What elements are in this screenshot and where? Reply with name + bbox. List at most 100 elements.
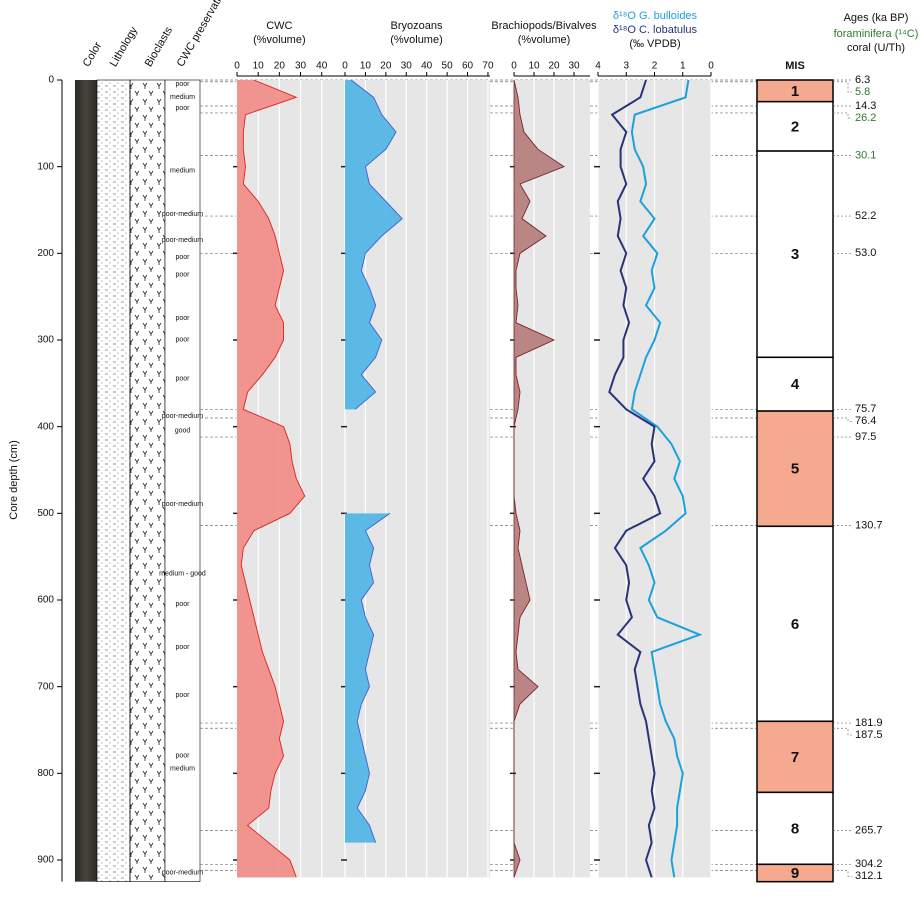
lithology-column (97, 80, 130, 882)
age-label: 187.5 (855, 729, 883, 741)
y-tick-label: 0 (48, 75, 54, 86)
age-label: 304.2 (855, 858, 883, 870)
preservation-label: poor (175, 254, 190, 261)
mis-label: 1 (791, 83, 799, 100)
legend-entry: δ¹⁸O G. bulloides (613, 10, 698, 22)
x-tick-label: 2 (652, 61, 658, 72)
x-tick-label: 40 (316, 61, 328, 72)
x-tick-label: 0 (511, 61, 517, 72)
preservation-label: medium (170, 168, 195, 175)
age-label: 6.3 (855, 74, 870, 86)
mis-label: 5 (791, 461, 799, 478)
age-label: 30.1 (855, 149, 876, 161)
x-tick-label: 50 (442, 61, 454, 72)
x-tick-label: 40 (421, 61, 433, 72)
y-tick-label: 200 (37, 248, 54, 259)
x-tick-label: 30 (401, 61, 413, 72)
panel-unit: (‰ VPDB) (629, 38, 680, 50)
y-tick-label: 700 (37, 681, 54, 692)
preservation-label: medium (170, 94, 195, 101)
x-tick-label: 1 (680, 61, 686, 72)
mis-label: 6 (791, 616, 799, 633)
preservation-label: poor (175, 692, 190, 699)
x-tick-label: 0 (342, 61, 348, 72)
chart: 0100200300400500600700800900Core depth (… (0, 0, 921, 900)
panel-title: CWC (266, 20, 292, 32)
age-label: 130.7 (855, 519, 883, 531)
preservation-label: good (175, 428, 191, 435)
age-leader (833, 870, 852, 876)
x-tick-label: 10 (253, 61, 265, 72)
y-tick-label: 100 (37, 161, 54, 172)
age-leader (833, 418, 852, 421)
x-tick-label: 30 (568, 61, 580, 72)
preservation-label: poor (175, 105, 190, 112)
mis-title: MIS (785, 60, 805, 72)
age-label: 312.1 (855, 870, 883, 882)
bioclasts-column (130, 80, 165, 882)
age-label: 5.8 (855, 86, 870, 98)
preservation-label: poor (175, 753, 190, 760)
y-tick-label: 900 (37, 855, 54, 866)
x-tick-label: 10 (528, 61, 540, 72)
mis-label: 9 (791, 865, 799, 882)
age-label: 265.7 (855, 824, 883, 836)
mis-label: 2 (791, 118, 799, 135)
preservation-label: poor (175, 81, 190, 88)
age-method: coral (U/Th) (847, 42, 905, 54)
y-axis-title: Core depth (cm) (8, 440, 20, 519)
preservation-column (165, 80, 200, 882)
y-tick-label: 400 (37, 421, 54, 432)
preservation-label: medium - good (159, 571, 206, 578)
x-tick-label: 0 (234, 61, 240, 72)
age-label: 14.3 (855, 100, 876, 112)
age-label: 53.0 (855, 247, 876, 259)
panel-unit: (%volume) (253, 34, 306, 46)
x-tick-label: 70 (482, 61, 494, 72)
age-label: 75.7 (855, 403, 876, 415)
x-tick-label: 0 (708, 61, 714, 72)
preservation-label: poor-medium (162, 211, 203, 218)
age-label: 181.9 (855, 717, 883, 729)
x-tick-label: 3 (623, 61, 629, 72)
x-tick-label: 30 (295, 61, 307, 72)
age-label: 97.5 (855, 431, 876, 443)
x-tick-label: 20 (380, 61, 392, 72)
panel-unit: (%volume) (518, 34, 571, 46)
preservation-label: poor (175, 315, 190, 322)
column-header: Color (81, 40, 105, 69)
y-tick-label: 500 (37, 508, 54, 519)
age-method: foraminifera (¹⁴C) (834, 28, 919, 40)
age-label: 76.4 (855, 415, 876, 427)
age-label: 52.2 (855, 210, 876, 222)
legend-entry: δ¹⁸O C. lobatulus (613, 24, 698, 36)
x-tick-label: 60 (462, 61, 474, 72)
preservation-label: medium (170, 766, 195, 773)
preservation-label: poor-medium (162, 413, 203, 420)
mis-label: 4 (791, 376, 800, 393)
preservation-label: poor (175, 601, 190, 608)
preservation-label: poor (175, 376, 190, 383)
mis-label: 3 (791, 246, 799, 263)
y-tick-label: 300 (37, 335, 54, 346)
y-tick-label: 800 (37, 768, 54, 779)
preservation-label: poor-medium (162, 501, 203, 508)
mis-label: 7 (791, 749, 799, 766)
color-column (75, 80, 97, 882)
x-tick-label: 4 (595, 61, 601, 72)
column-header: Bioclasts (143, 24, 176, 69)
ages-title: Ages (ka BP) (844, 12, 909, 24)
panel-title: Brachiopods/Bivalves (491, 20, 597, 32)
preservation-label: poor-medium (162, 870, 203, 877)
panel-title: Bryozoans (390, 20, 442, 32)
age-leader (833, 82, 852, 92)
preservation-label: poor (175, 272, 190, 279)
preservation-label: poor (175, 337, 190, 344)
panel-unit: (%volume) (390, 34, 443, 46)
x-tick-label: 20 (274, 61, 286, 72)
age-leader (833, 113, 852, 118)
mis-label: 8 (791, 820, 799, 837)
preservation-label: poor-medium (162, 237, 203, 244)
preservation-label: poor (175, 644, 190, 651)
column-header: Lithology (108, 24, 141, 69)
